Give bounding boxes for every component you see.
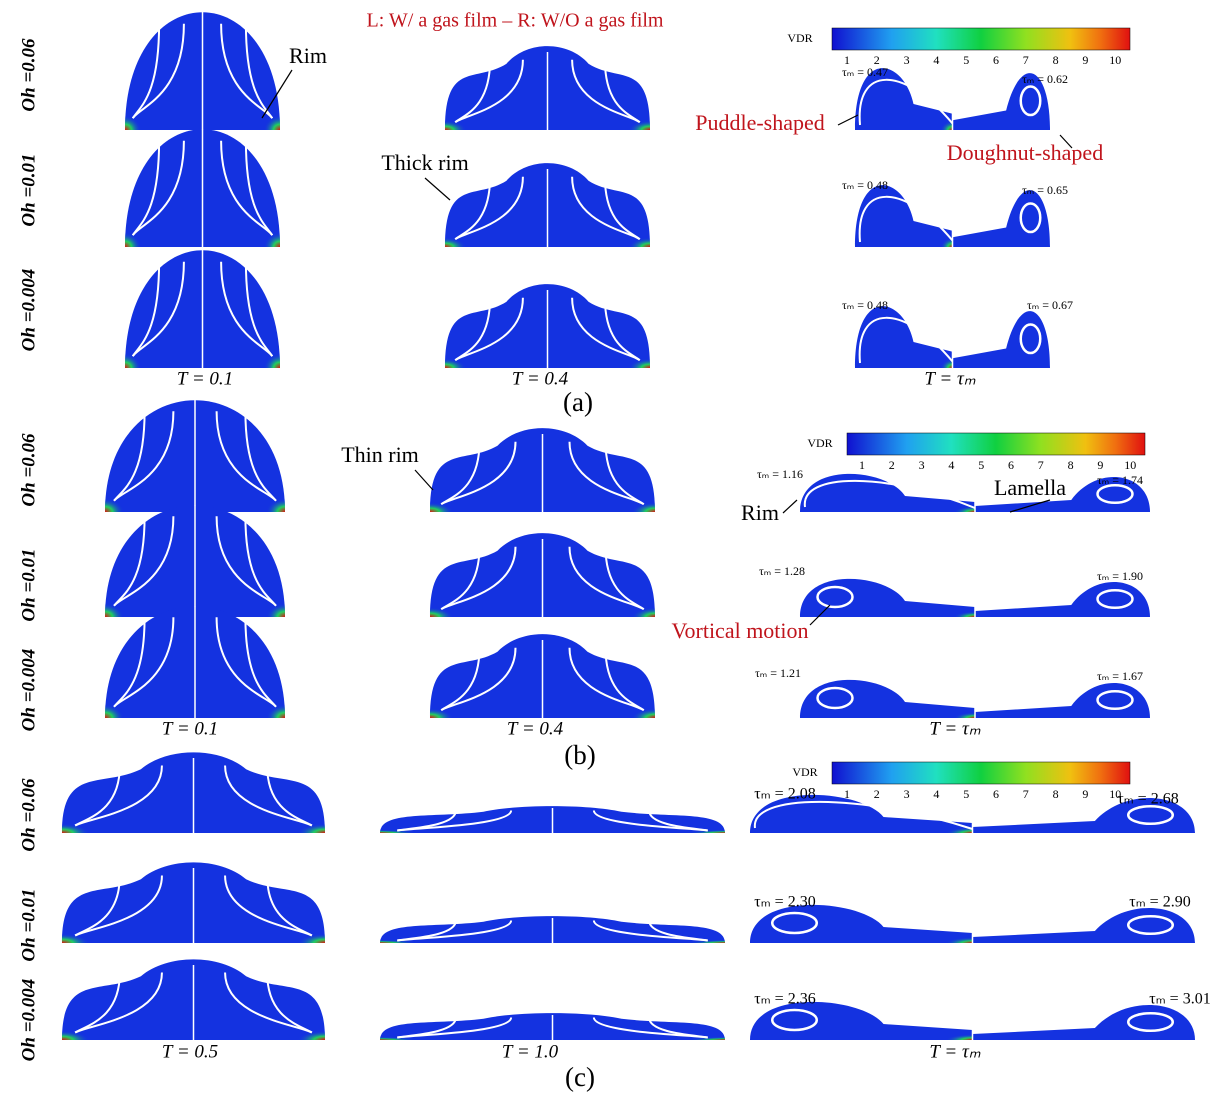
label: Vortical motion	[671, 618, 808, 643]
label: τₘ = 1.74	[1097, 473, 1143, 487]
label: 1	[844, 53, 850, 67]
label: τₘ = 2.30	[754, 894, 815, 911]
label: Oh =0.004	[18, 649, 39, 732]
droplets	[62, 12, 1195, 1040]
label: 8	[1053, 53, 1059, 67]
rim	[895, 927, 973, 943]
label: 5	[963, 53, 969, 67]
label: τₘ = 2.68	[1117, 791, 1178, 808]
label: 2	[874, 53, 880, 67]
droplet-right	[975, 582, 1150, 617]
label: τₘ = 1.16	[757, 467, 803, 481]
label: T = 1.0	[502, 1041, 559, 1062]
label: 6	[993, 787, 999, 801]
label: Lamella	[994, 475, 1066, 500]
label: τₘ = 2.36	[754, 991, 815, 1008]
label: T = τₘ	[924, 368, 975, 389]
droplet-right	[975, 683, 1150, 718]
label: 9	[1082, 787, 1088, 801]
label: 6	[993, 53, 999, 67]
label: 3	[904, 787, 910, 801]
label: VDR	[807, 436, 832, 450]
label: τₘ = 2.08	[754, 786, 815, 803]
colorbar	[832, 28, 1130, 50]
label: T = τₘ	[929, 1041, 980, 1062]
label: (b)	[564, 740, 595, 770]
label: Oh =0.004	[18, 979, 39, 1062]
label: T = 0.5	[162, 1041, 218, 1062]
droplet-right	[953, 311, 1051, 368]
label: 2	[889, 458, 895, 472]
label: 3	[904, 53, 910, 67]
label: 7	[1023, 787, 1029, 801]
label: L: W/ a gas film – R: W/O a gas film	[367, 10, 664, 32]
label: 1	[859, 458, 865, 472]
label: 10	[1109, 787, 1121, 801]
label: Oh =0.06	[18, 778, 39, 852]
label: 4	[933, 787, 939, 801]
label: 9	[1082, 53, 1088, 67]
label: τₘ = 1.28	[759, 564, 805, 578]
label: 2	[874, 787, 880, 801]
label: 4	[948, 458, 954, 472]
label: Thick rim	[381, 150, 468, 175]
label: 4	[933, 53, 939, 67]
label: Rim	[741, 500, 779, 525]
label: τₘ = 0.47	[842, 65, 888, 79]
label: (a)	[563, 387, 593, 417]
label: Oh =0.06	[18, 433, 39, 507]
label: Oh =0.06	[18, 38, 39, 112]
label: τₘ = 1.67	[1097, 669, 1143, 683]
droplet-right	[973, 1005, 1196, 1040]
label: 10	[1109, 53, 1121, 67]
label: T = 0.1	[162, 718, 218, 739]
label: T = 0.4	[507, 718, 564, 739]
label: Oh =0.01	[18, 548, 39, 621]
label: τₘ = 2.90	[1129, 894, 1190, 911]
label: τₘ = 0.48	[842, 298, 888, 312]
label: Thin rim	[341, 442, 419, 467]
label: 10	[1124, 458, 1136, 472]
label: 8	[1053, 787, 1059, 801]
label: Oh =0.01	[18, 888, 39, 961]
label: 5	[978, 458, 984, 472]
label: τₘ = 3.01	[1149, 991, 1210, 1008]
label: T = 0.4	[512, 368, 569, 389]
label: 7	[1038, 458, 1044, 472]
label: Rim	[289, 43, 327, 68]
label: 7	[1023, 53, 1029, 67]
label: Oh =0.004	[18, 269, 39, 352]
label: 6	[1008, 458, 1014, 472]
label: 9	[1097, 458, 1103, 472]
droplet-right	[953, 190, 1051, 247]
label: Oh =0.01	[18, 153, 39, 226]
colorbar	[847, 433, 1145, 455]
label: τₘ = 0.62	[1022, 72, 1068, 86]
droplet-right	[973, 908, 1196, 943]
label: VDR	[787, 31, 812, 45]
rim	[914, 601, 975, 617]
label: Doughnut-shaped	[947, 140, 1103, 165]
label: 3	[919, 458, 925, 472]
label: τₘ = 1.90	[1097, 569, 1143, 583]
label: 1	[844, 787, 850, 801]
figure: L: W/ a gas film – R: W/O a gas film Oh =…	[0, 0, 1214, 1099]
label: τₘ = 0.48	[842, 178, 888, 192]
label: 8	[1068, 458, 1074, 472]
label: T = τₘ	[929, 718, 980, 739]
rim	[895, 1024, 973, 1040]
label: τₘ = 0.67	[1027, 298, 1073, 312]
label: (c)	[565, 1062, 595, 1092]
label: Puddle-shaped	[695, 110, 825, 135]
rim	[914, 702, 975, 718]
label: T = 0.1	[177, 368, 233, 389]
colorbar	[832, 762, 1130, 784]
label: VDR	[792, 765, 817, 779]
label: τₘ = 1.21	[755, 666, 801, 680]
label: 5	[963, 787, 969, 801]
label: τₘ = 0.65	[1022, 183, 1068, 197]
